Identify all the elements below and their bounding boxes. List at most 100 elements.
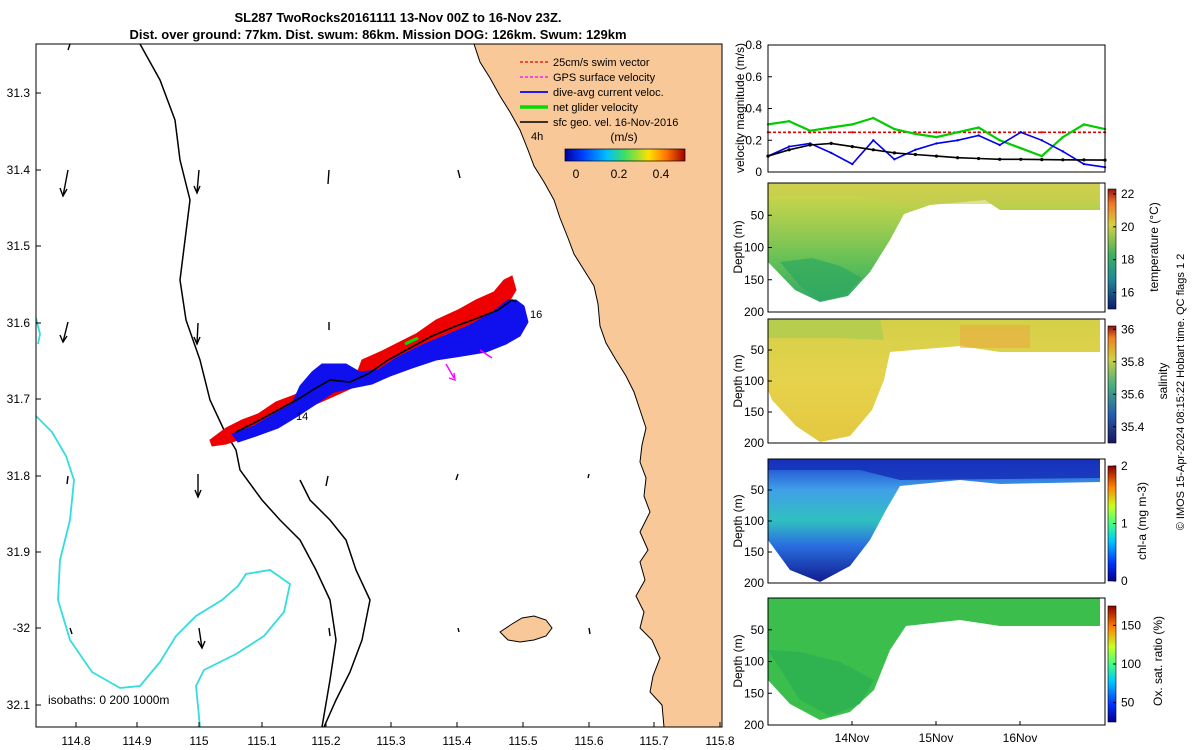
map-x-tick-label: 115.1: [247, 734, 276, 748]
velocity-point: [956, 131, 959, 134]
depth-tick-label: 50: [751, 208, 765, 222]
velocity-point: [935, 131, 938, 134]
salinity-panel: 50 100 150 200 Depth (m) 36 35.8 35.6 35.4 sal…: [731, 318, 1170, 450]
velocity-point: [830, 131, 833, 134]
velocity-point: [1061, 135, 1065, 139]
chlorophyll-panel: 50 100 150 200 Depth (m) 2 1 0 chl-a (mg m-3): [731, 458, 1149, 590]
velocity-point: [1082, 131, 1086, 134]
temperature-colorbar-label: temperature (°C): [1147, 202, 1161, 292]
dive-avg-current-vectors: [231, 299, 529, 443]
glider-track: [235, 299, 517, 433]
depth-tick-label: 150: [744, 686, 764, 700]
velocity-y-tick-label: 0.8: [745, 38, 762, 52]
oxygen-colorbar-label: Ox. sat. ratio (%): [1151, 616, 1165, 706]
depth-tick-label: 100: [744, 655, 764, 669]
map-y-tick-label: 31.9: [7, 545, 31, 559]
title-line-2: Dist. over ground: 77km. Dist. swum: 86k…: [129, 27, 626, 42]
salinity-high-layer: [960, 325, 1030, 348]
temperature-deep-water: [780, 258, 862, 300]
track-label-day14: 14: [296, 411, 308, 423]
velocity-ylabel: velocity magnitude (m/s): [733, 43, 747, 173]
map-y-tick-label: -32: [13, 621, 31, 635]
depth-tick-label: 150: [744, 545, 764, 559]
velocity-point: [977, 131, 980, 134]
colorbar-tick-label: 22: [1121, 187, 1135, 201]
legend-dive-avg: dive-avg current veloc.: [553, 87, 664, 99]
oxygen-deep-water: [768, 650, 874, 716]
velocity-point: [1040, 131, 1044, 134]
depth-tick-label: 200: [744, 718, 764, 732]
colorbar-tick-0: 0: [573, 167, 580, 181]
velocity-point: [787, 145, 791, 148]
colorbar-tick-label: 35.4: [1121, 420, 1145, 434]
velocity-point: [851, 162, 854, 166]
velocity-point: [1082, 123, 1086, 126]
velocity-series: [766, 116, 1107, 169]
map-y-tick-label: 31.3: [7, 86, 31, 100]
velocity-point: [787, 148, 791, 152]
track-label-day16: 16: [530, 309, 542, 321]
oxygen-panel: 50 100 150 200 Depth (m) 150 100 50 Ox. sat. …: [731, 597, 1165, 745]
salinity-colorbar-ticks: 36 35.8 35.6 35.4: [1113, 322, 1145, 434]
velocity-point: [1019, 157, 1023, 161]
velocity-point: [893, 131, 896, 134]
swim-vectors: [209, 275, 517, 447]
depth-tick-label: 200: [744, 305, 764, 319]
colorbar-tick-label: 35.6: [1121, 387, 1145, 401]
oxygen-y-axis: 50 100 150 200: [744, 623, 772, 732]
velocity-point: [977, 156, 981, 161]
velocity-point: [935, 135, 938, 139]
colorbar-tick-label: 150: [1121, 618, 1141, 632]
map-x-tick-label: 115.5: [508, 734, 537, 748]
island: [499, 615, 553, 643]
track-label-4h: 4h: [531, 131, 543, 143]
colorbar-tick-label: 1: [1121, 517, 1128, 531]
velocity-point: [934, 154, 939, 158]
date-tick-16nov: 16Nov: [1003, 731, 1038, 745]
velocity-point: [850, 145, 854, 149]
depth-tick-label: 50: [751, 343, 765, 357]
velocity-point: [830, 126, 833, 129]
chlorophyll-surface-layer: [768, 459, 1100, 480]
depth-tick-label: 50: [751, 483, 765, 497]
map-y-tick-label: 32.1: [7, 698, 31, 712]
depth-tick-label: 100: [744, 374, 764, 388]
velocity-point: [956, 156, 960, 160]
depth-tick-label: 200: [744, 436, 764, 450]
velocity-point: [914, 148, 917, 151]
velocity-point: [977, 126, 980, 129]
velocity-point: [998, 139, 1001, 142]
chlorophyll-section: [768, 459, 1100, 582]
velocity-point: [872, 131, 875, 134]
velocity-panel: 0 0.2 0.4 0.6 0.8 velocity magnitude (m/s): [733, 38, 1107, 179]
velocity-y-tick-label: 0.2: [745, 133, 762, 147]
map-x-tick-label: 115: [189, 734, 208, 748]
map-x-tick-label: 115.3: [376, 734, 405, 748]
colorbar-tick-label: 50: [1121, 696, 1135, 710]
temperature-y-axis: 50 100 150 200: [744, 208, 772, 319]
land-mass: [473, 44, 722, 727]
velocity-point: [913, 152, 918, 157]
velocity-point: [851, 131, 854, 134]
velocity-point: [1040, 158, 1044, 162]
velocity-point: [871, 148, 875, 152]
velocity-point: [998, 131, 1001, 134]
temperature-panel: 50 100 150 200 Depth (m) 22 20 18 16 temperatu…: [731, 182, 1161, 319]
velocity-point: [998, 143, 1001, 147]
net-glider-velocity: [404, 336, 419, 346]
velocity-point: [956, 139, 959, 142]
velocity-point: [935, 142, 938, 145]
isobaths-label: isobaths: 0 200 1000m: [48, 693, 169, 707]
depth-tick-label: 50: [751, 623, 765, 637]
legend-gps: GPS surface velocity: [553, 72, 656, 84]
temperature-colorbar: [1107, 188, 1117, 310]
map-y-tick-label: 31.7: [7, 392, 31, 406]
velocity-point: [1082, 158, 1086, 162]
velocity-point: [1061, 158, 1065, 162]
temperature-depth-label: Depth (m): [731, 220, 745, 273]
map-x-tick-label: 115.4: [442, 734, 471, 748]
depth-tick-label: 100: [744, 514, 764, 528]
map-y-tick-label: 31.4: [7, 163, 31, 177]
temperature-warm-layer: [768, 183, 1100, 204]
